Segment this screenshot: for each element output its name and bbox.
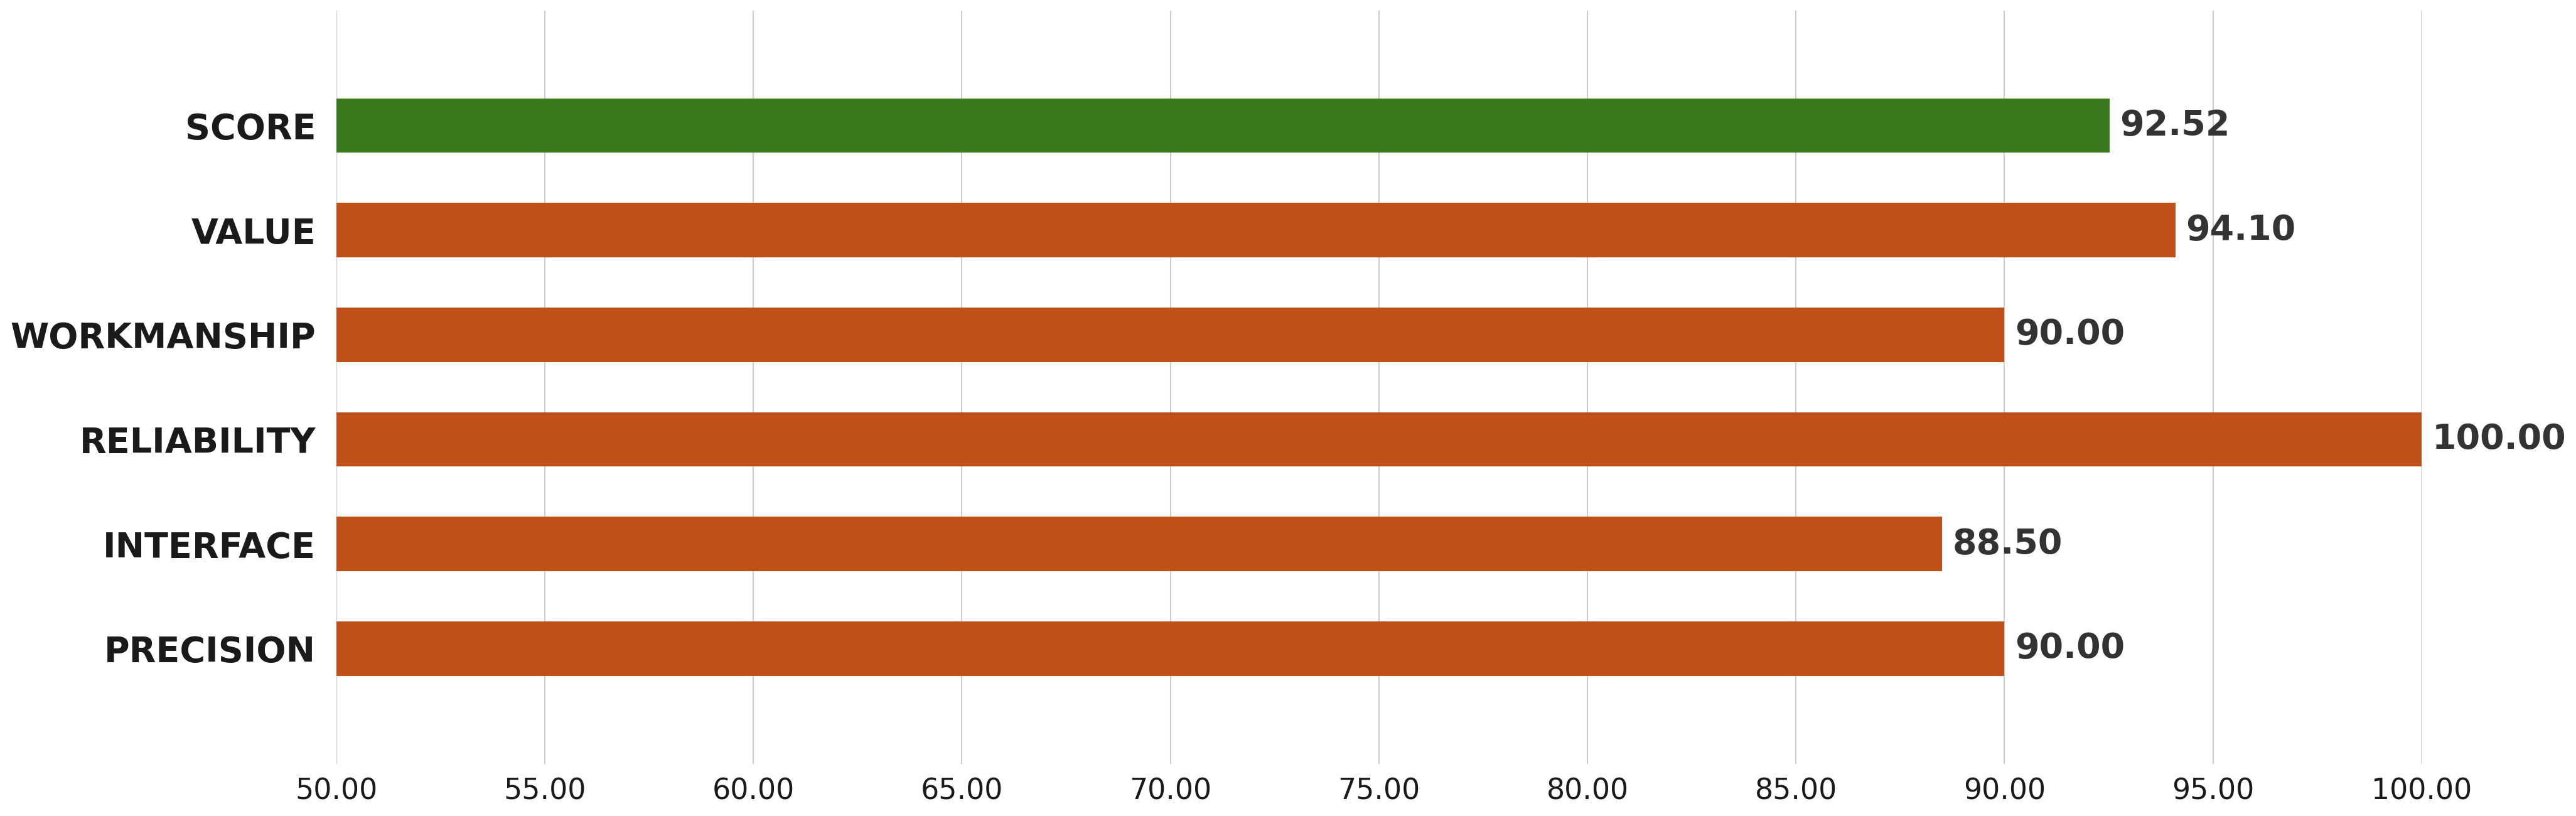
Text: 88.50: 88.50 <box>1953 527 2063 561</box>
Bar <box>337 517 1942 571</box>
Bar <box>337 308 2004 362</box>
Text: 90.00: 90.00 <box>2014 318 2125 352</box>
Bar <box>337 99 2110 153</box>
Text: 94.10: 94.10 <box>2187 213 2295 247</box>
Bar <box>337 412 2421 467</box>
Bar <box>337 203 2174 257</box>
Text: 100.00: 100.00 <box>2432 423 2566 456</box>
Text: 90.00: 90.00 <box>2014 632 2125 666</box>
Bar <box>337 622 2004 676</box>
Text: 92.52: 92.52 <box>2120 109 2231 143</box>
